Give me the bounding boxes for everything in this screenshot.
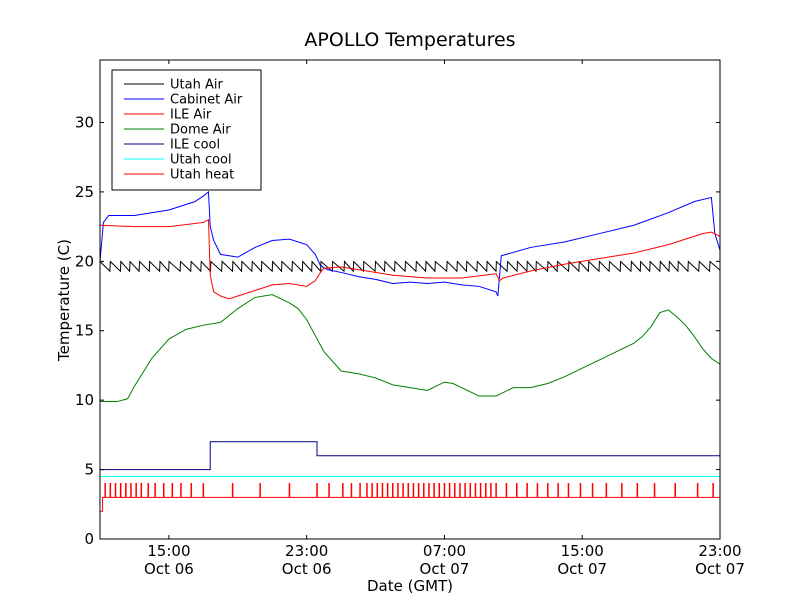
y-tick-label: 0: [84, 530, 94, 548]
series-line-cabinet-air: [100, 190, 720, 297]
x-tick-label-date: Oct 07: [557, 560, 607, 578]
legend-label-utah-cool: Utah cool: [170, 153, 232, 168]
x-tick-label-time: 23:00: [285, 542, 328, 560]
y-tick-label: 15: [75, 322, 94, 340]
x-tick-label-time: 15:00: [147, 542, 190, 560]
legend-label-utah-air: Utah Air: [170, 78, 223, 93]
series-line-ile-cool: [100, 441, 720, 471]
x-tick-label-date: Oct 07: [695, 560, 745, 578]
y-tick-label: 10: [75, 391, 94, 409]
x-tick-label-date: Oct 06: [144, 560, 194, 578]
x-tick-label-time: 23:00: [698, 542, 741, 560]
legend-label-cabinet-air: Cabinet Air: [170, 93, 243, 108]
legend-label-ile-air: ILE Air: [170, 108, 212, 123]
series-layer: [100, 190, 720, 512]
y-tick-label: 5: [84, 461, 94, 479]
y-tick-label: 20: [75, 252, 94, 270]
series-line-utah-heat: [100, 482, 720, 512]
series-line-dome-air: [100, 294, 720, 403]
y-tick-label: 25: [75, 183, 94, 201]
x-axis-label: Date (GMT): [367, 577, 453, 595]
chart-title: APOLLO Temperatures: [304, 29, 515, 51]
y-tick-label: 30: [75, 113, 94, 131]
legend-label-utah-heat: Utah heat: [170, 168, 234, 183]
x-tick-label-time: 15:00: [561, 542, 604, 560]
legend-label-ile-cool: ILE cool: [170, 138, 220, 153]
x-tick-label-date: Oct 06: [282, 560, 332, 578]
legend-box: [111, 69, 262, 191]
legend-label-dome-air: Dome Air: [170, 123, 231, 138]
x-tick-label-time: 07:00: [423, 542, 466, 560]
series-line-ile-air: [100, 218, 720, 300]
plot-frame: [99, 59, 721, 540]
y-axis-label: Temperature (C): [55, 239, 73, 362]
x-tick-label-date: Oct 07: [420, 560, 470, 578]
series-line-utah-air: [100, 260, 720, 273]
